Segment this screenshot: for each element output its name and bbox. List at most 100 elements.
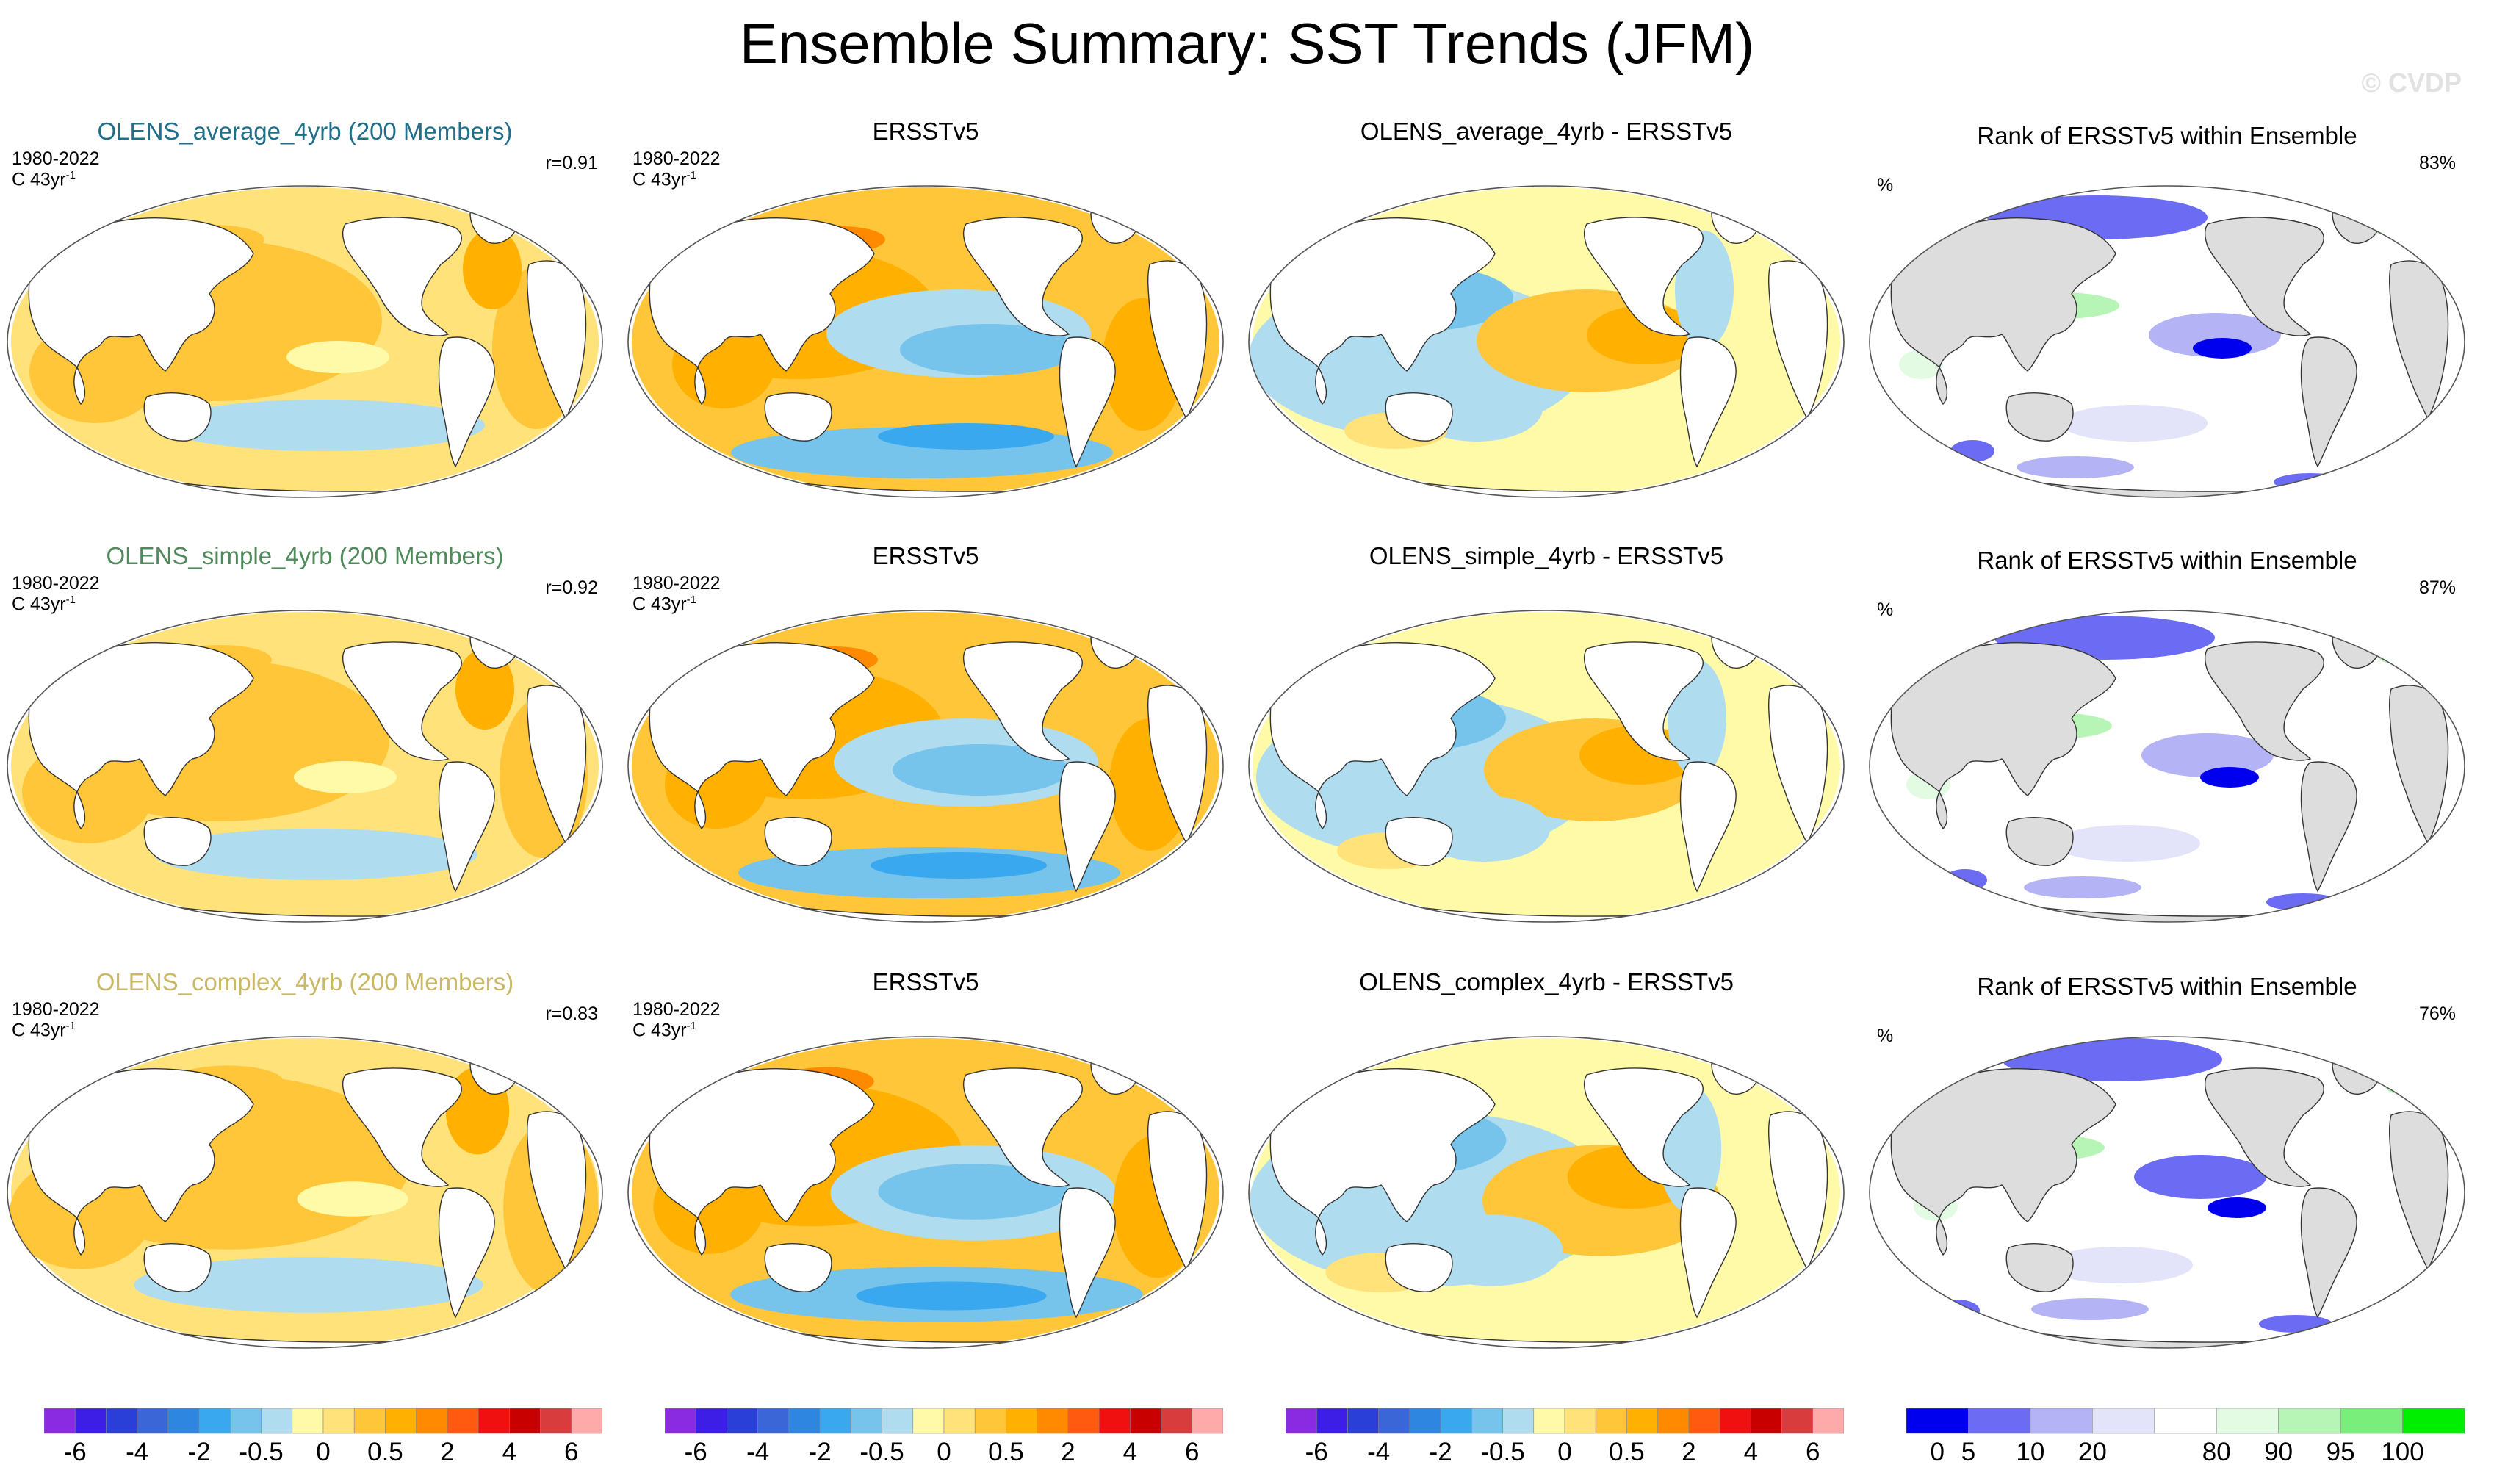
continent-outline [1890,642,2116,796]
sst-trend-map [1248,1036,1845,1349]
colorbar-swatch [1688,1408,1720,1434]
continent-outline [764,1243,832,1292]
panel-rank-row2: Rank of ERSSTv5 within Ensemble % 87% [1862,542,2472,924]
continent-outline [694,366,707,406]
colorbar-swatch [943,1408,976,1434]
colorbar-swatch [2092,1408,2155,1434]
colorbar-swatch [322,1408,355,1434]
colorbar-swatch [477,1408,510,1434]
sst-trend-map [7,185,603,498]
continent-outline [1890,1068,2116,1222]
field-region [878,423,1054,450]
continent-outline [1583,641,1704,761]
colorbar-swatch [1657,1408,1690,1434]
colorbar-swatch [757,1408,790,1434]
obs-title: ERSSTv5 [872,118,979,145]
panel-rank-row3: Rank of ERSSTv5 within Ensemble % 76% [1862,968,2472,1350]
rank-map [1869,1036,2465,1349]
colorbar-tick-label: -6 [63,1438,87,1466]
colorbar-swatch [167,1408,200,1434]
colorbar-swatch [1471,1408,1503,1434]
continent-outline [438,761,495,893]
rank-percent: 83% [2418,153,2456,173]
continent-outline [694,790,707,830]
field-region [2259,1315,2332,1333]
colorbar-swatch [1564,1408,1596,1434]
continent-outline [342,641,462,761]
colorbar-swatch [882,1408,914,1434]
colorbar-tick-label: -4 [1367,1438,1391,1466]
continent-outline [962,1067,1083,1187]
colorbar-tick-label: 4 [1743,1438,1759,1466]
field-region [1587,306,1704,364]
diff-title: OLENS_average_4yrb - ERSSTv5 [1360,118,1733,145]
field-layer [1253,612,1840,922]
panel-rank-row1: Rank of ERSSTv5 within Ensemble % 83% [1862,118,2472,500]
continent-outline [1890,217,2116,372]
colorbar-tick-label: 95 [2326,1438,2355,1466]
sst-trend-map [627,185,1224,498]
colorbar-swatch [106,1408,137,1434]
colorbar-swatch [44,1408,76,1434]
colorbar-tick-label: 0.5 [988,1438,1024,1466]
units-label: C 43yr-1 [12,1020,76,1041]
field-region [1675,231,1734,348]
continent-outline [2005,392,2074,442]
colorbar-boxes [1286,1408,1844,1434]
continent-outline [1269,217,1496,372]
sst-trend-map [7,1036,603,1349]
continent-outline [1936,1217,1948,1256]
field-layer [11,612,599,922]
colorbar-swatch [1812,1408,1844,1434]
continent-outline [2204,217,2324,336]
continent-outline [1679,336,1737,468]
continent-outline [1315,790,1327,830]
colorbar-swatch [1161,1408,1193,1434]
colorbar-tick-label: 80 [2202,1438,2231,1466]
continent-outline [764,392,832,442]
panel-model-row2: OLENS_simple_4yrb (200 Members) 1980-202… [0,542,610,924]
continent-outline [28,1068,254,1222]
model-title: OLENS_average_4yrb (200 Members) [97,118,513,145]
colorbar-swatch [1751,1408,1782,1434]
colorbar-swatch [1098,1408,1131,1434]
field-region [856,1281,1047,1311]
field-region [2024,876,2141,898]
period-label: 1980-2022 [632,573,721,594]
period-label: 1980-2022 [12,999,100,1020]
field-region [2376,641,2406,663]
map-border [627,610,1224,923]
rank-units: % [1877,175,1894,195]
colorbar-tick-label: 5 [1961,1438,1976,1466]
continent-outline [143,817,212,866]
colorbar-model: -6 -4 -2 -0.5 0 0.5 2 4 6 [44,1407,602,1480]
colorbar-swatch [447,1408,479,1434]
continent-outline [1936,366,1948,406]
colorbar-swatch [137,1408,169,1434]
field-region [2141,733,2274,777]
continent-outline [438,1187,495,1319]
colorbar-swatch [292,1408,324,1434]
model-title: OLENS_simple_4yrb (200 Members) [106,542,504,569]
continent-outline [73,366,86,406]
colorbar-tick-label: 90 [2264,1438,2293,1466]
field-region [2031,1298,2149,1320]
colorbar-swatch [1286,1408,1317,1434]
continent-outline [1059,761,1116,893]
colorbar-swatch [1440,1408,1472,1434]
colorbar-tick-label: 0 [316,1438,331,1466]
colorbar-tick-label: -0.5 [239,1438,284,1466]
colorbar-swatch [819,1408,851,1434]
colorbar-swatch [695,1408,727,1434]
field-region [455,649,514,730]
colorbar-swatch [974,1408,1006,1434]
rank-units: % [1877,599,1894,620]
colorbar-swatch [2402,1408,2465,1434]
continent-outline [2005,817,2074,866]
field-layer [1873,1037,2461,1348]
colorbar-tick-label: 100 [2381,1438,2424,1466]
continent-outline [649,1068,875,1222]
field-layer [1873,612,2461,922]
colorbar-swatch [1006,1408,1037,1434]
field-layer [1249,187,1840,497]
